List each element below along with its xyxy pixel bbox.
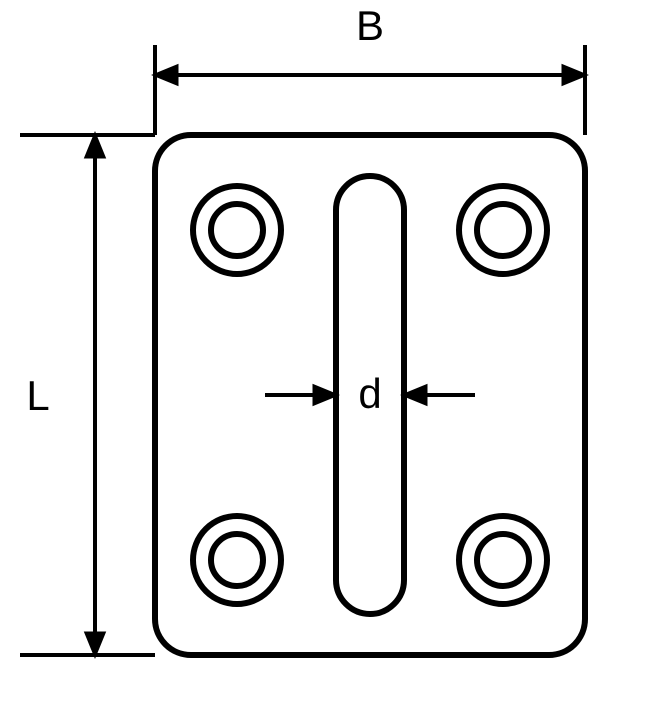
hole-inner-3 bbox=[477, 534, 529, 586]
hole-outer-3 bbox=[459, 516, 547, 604]
dim-b-label: B bbox=[356, 2, 384, 49]
hole-outer-1 bbox=[459, 186, 547, 274]
hole-inner-0 bbox=[211, 204, 263, 256]
dim-l-label: L bbox=[26, 372, 49, 419]
hole-outer-2 bbox=[193, 516, 281, 604]
dim-d-label: d bbox=[358, 370, 381, 417]
hole-inner-2 bbox=[211, 534, 263, 586]
hole-inner-1 bbox=[477, 204, 529, 256]
hole-outer-0 bbox=[193, 186, 281, 274]
